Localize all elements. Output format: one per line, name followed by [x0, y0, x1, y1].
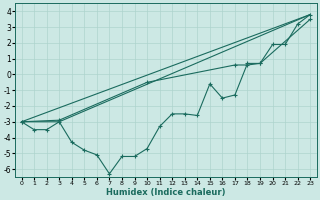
X-axis label: Humidex (Indice chaleur): Humidex (Indice chaleur)	[106, 188, 226, 197]
